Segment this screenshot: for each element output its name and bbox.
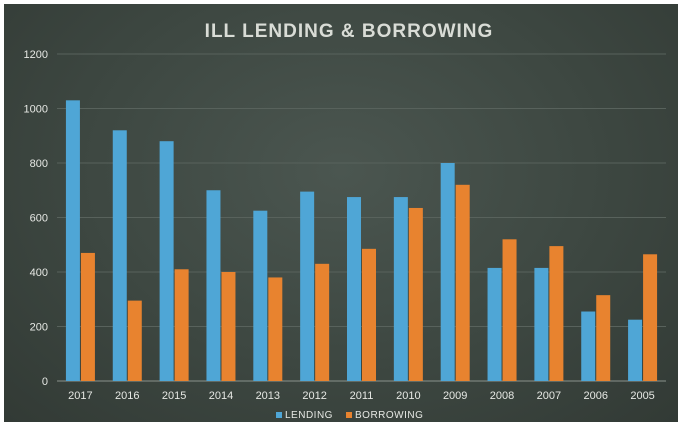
gridlines xyxy=(57,53,666,382)
x-tick-label: 2007 xyxy=(537,390,561,402)
bar-borrowing-2016 xyxy=(127,300,142,381)
bar-borrowing-2005 xyxy=(643,254,658,381)
bar-lending-2014 xyxy=(206,190,221,381)
bar-borrowing-2009 xyxy=(455,184,470,381)
chart-container: 0 200 400 600 800 1000 1200 2017 2016 2015 2014 20… xyxy=(4,4,678,422)
y-tick-label: 0 xyxy=(42,376,48,388)
bar-borrowing-2008 xyxy=(502,239,517,381)
bar-lending-2009 xyxy=(440,163,455,381)
bar-borrowing-2017 xyxy=(80,252,95,381)
bar-borrowing-2012 xyxy=(315,263,330,381)
y-tick-label: 800 xyxy=(30,158,48,170)
bar-lending-2007 xyxy=(534,267,549,381)
x-tick-label: 2005 xyxy=(630,390,654,402)
y-tick-label: 400 xyxy=(30,267,48,279)
x-tick-label: 2009 xyxy=(443,390,467,402)
bar-borrowing-2007 xyxy=(549,246,564,381)
bar-borrowing-2006 xyxy=(596,295,611,381)
x-tick-label: 2010 xyxy=(396,390,420,402)
x-tick-label: 2013 xyxy=(256,390,280,402)
bar-lending-2015 xyxy=(159,141,174,381)
legend-label-borrowing: BORROWING xyxy=(355,410,423,421)
bar-lending-2005 xyxy=(628,319,643,381)
bar-borrowing-2011 xyxy=(362,248,376,381)
y-tick-label: 600 xyxy=(30,213,48,225)
chart-title: ILL LENDING & BORROWING xyxy=(205,21,494,42)
x-tick-label: 2011 xyxy=(350,390,374,402)
legend-swatch-lending xyxy=(276,412,282,418)
x-tick-label: 2016 xyxy=(115,390,139,402)
bar-lending-2016 xyxy=(112,130,127,381)
bar-lending-2017 xyxy=(65,100,80,381)
y-tick-label: 1200 xyxy=(24,49,48,61)
bars xyxy=(65,100,658,381)
bar-borrowing-2010 xyxy=(408,207,423,381)
x-tick-label: 2006 xyxy=(583,390,607,402)
bar-lending-2010 xyxy=(393,197,408,381)
bar-borrowing-2015 xyxy=(174,269,189,381)
bar-borrowing-2014 xyxy=(221,272,236,381)
y-tick-label: 1000 xyxy=(24,104,48,116)
legend: LENDING BORROWING xyxy=(276,410,423,421)
bar-lending-2008 xyxy=(487,267,502,381)
bar-lending-2011 xyxy=(347,197,361,381)
bar-lending-2012 xyxy=(300,191,315,381)
x-axis: 2017 2016 2015 2014 2013 2012 2011 2010 2009 2008… xyxy=(68,390,655,402)
bar-borrowing-2013 xyxy=(268,277,283,381)
bar-lending-2006 xyxy=(581,311,596,381)
x-tick-label: 2014 xyxy=(209,390,233,402)
y-tick-label: 200 xyxy=(30,322,48,334)
x-tick-label: 2015 xyxy=(162,390,186,402)
x-tick-label: 2017 xyxy=(68,390,92,402)
x-tick-label: 2012 xyxy=(302,390,326,402)
y-axis: 0 200 400 600 800 1000 1200 xyxy=(24,49,48,388)
bar-lending-2013 xyxy=(253,210,268,381)
legend-swatch-borrowing xyxy=(346,412,352,418)
x-tick-label: 2008 xyxy=(490,390,514,402)
legend-label-lending: LENDING xyxy=(285,410,333,421)
